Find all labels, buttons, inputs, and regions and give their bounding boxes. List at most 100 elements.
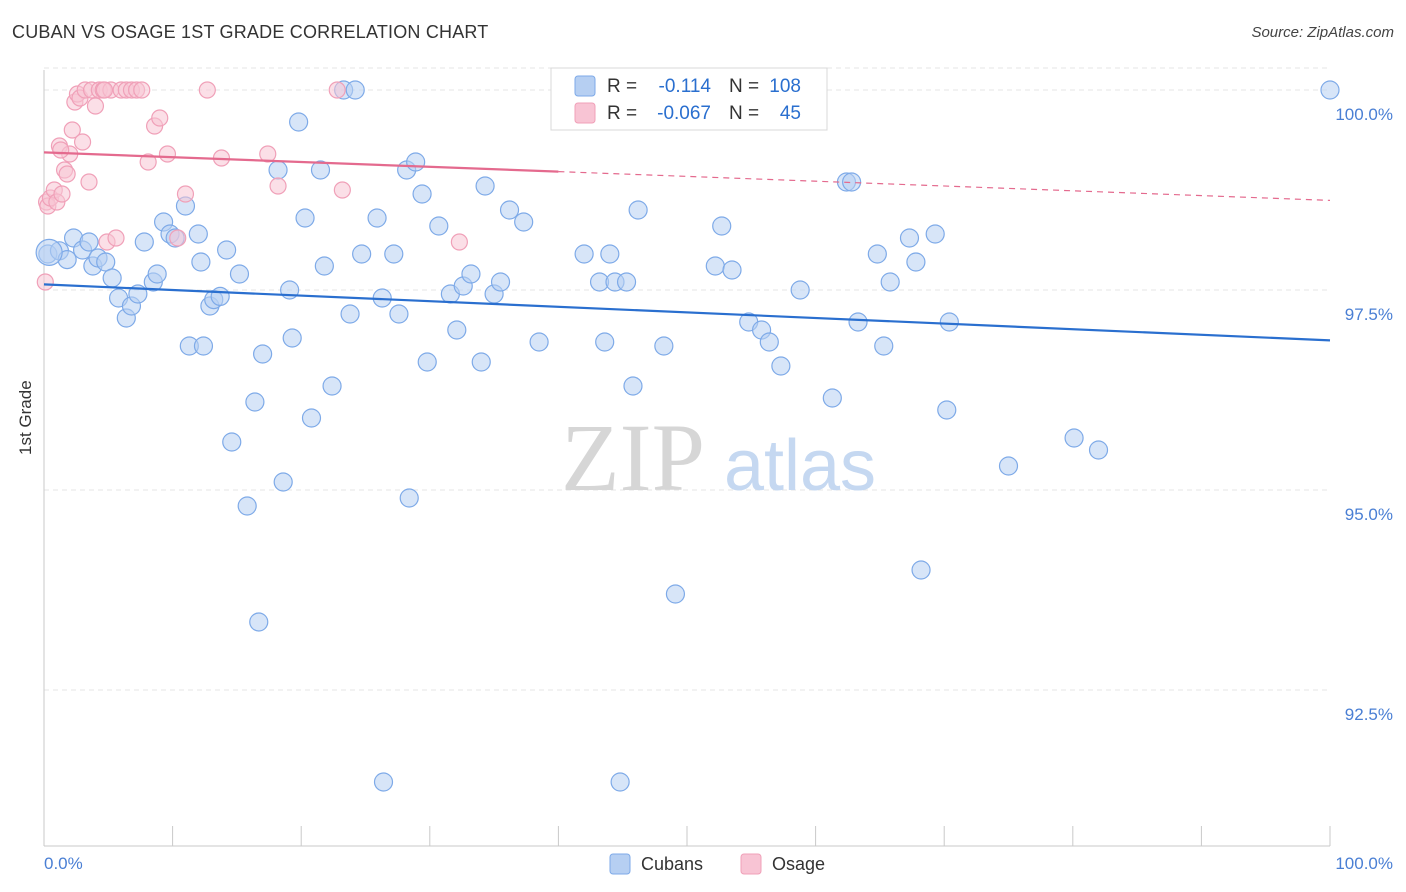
data-point	[399, 488, 419, 508]
data-point	[600, 244, 620, 264]
data-point	[158, 145, 177, 163]
data-point	[35, 238, 63, 266]
data-point	[268, 160, 288, 180]
data-point	[842, 172, 862, 192]
watermark-atlas: atlas	[724, 426, 876, 506]
series-legend: Cubans Osage	[609, 853, 825, 875]
legend-r-value-osage: -0.067	[657, 103, 711, 124]
data-point	[616, 272, 637, 292]
stats-legend: R = -0.114 N = 108 R = -0.067 N = 45	[550, 67, 828, 131]
data-point	[310, 160, 331, 180]
data-point	[133, 81, 151, 99]
legend-n-value-cubans: 108	[769, 76, 801, 97]
trendline-osage	[43, 151, 559, 173]
data-point	[295, 208, 315, 228]
data-point	[822, 388, 842, 408]
data-point	[899, 228, 920, 248]
trendline-cubans	[43, 283, 1331, 342]
data-point	[273, 472, 293, 492]
data-point	[654, 336, 674, 356]
bottom-legend-label-cubans: Cubans	[641, 854, 703, 874]
legend-r-label-osage: R =	[607, 103, 637, 124]
data-point	[147, 264, 167, 284]
data-point	[412, 184, 432, 204]
data-point	[939, 312, 959, 332]
data-point	[389, 304, 409, 324]
data-point	[53, 185, 71, 203]
data-point	[253, 344, 273, 364]
data-point	[86, 97, 105, 115]
data-point	[925, 224, 945, 244]
data-point	[623, 376, 643, 396]
data-point	[417, 352, 437, 372]
bottom-legend-swatch-osage	[740, 853, 762, 875]
data-point	[610, 772, 630, 792]
data-point	[911, 560, 931, 580]
data-point	[373, 772, 394, 792]
data-point	[722, 260, 742, 280]
data-point	[269, 177, 287, 195]
legend-swatch-osage	[574, 102, 596, 124]
data-point	[259, 145, 277, 163]
data-point	[322, 376, 342, 396]
legend-n-label-osage: N =	[729, 103, 759, 124]
data-point	[1064, 428, 1084, 448]
data-point	[176, 185, 195, 203]
data-point	[222, 432, 242, 452]
data-point	[867, 244, 887, 264]
data-point	[1088, 440, 1109, 460]
data-point	[499, 200, 520, 220]
data-point	[58, 165, 76, 183]
data-point	[712, 216, 732, 236]
data-point	[210, 286, 230, 306]
data-point	[328, 81, 346, 99]
legend-swatch-cubans	[574, 75, 596, 97]
y-tick-label: 92.5%	[1345, 705, 1393, 724]
data-point	[429, 216, 449, 236]
data-point	[340, 304, 360, 324]
data-point	[333, 181, 351, 199]
chart-title: CUBAN VS OSAGE 1ST GRADE CORRELATION CHA…	[12, 22, 489, 42]
data-point	[514, 212, 534, 232]
data-point	[289, 112, 309, 132]
data-point	[874, 336, 894, 356]
data-point	[628, 200, 648, 220]
data-point	[998, 456, 1019, 476]
data-point	[249, 612, 269, 632]
series-osage	[36, 81, 468, 291]
data-point	[151, 109, 169, 127]
data-point	[790, 280, 810, 300]
x-ticks	[43, 826, 1331, 846]
data-point	[237, 496, 257, 516]
data-point	[36, 273, 54, 291]
data-point	[193, 336, 214, 356]
gridlines	[44, 67, 1330, 691]
data-point	[245, 392, 265, 412]
y-tick-label: 100.0%	[1335, 105, 1393, 124]
data-point	[188, 224, 208, 244]
data-point	[406, 152, 426, 172]
data-point	[880, 272, 900, 292]
data-point	[450, 233, 468, 251]
watermark: ZIP atlas	[561, 404, 876, 511]
data-point	[301, 408, 322, 428]
data-point	[95, 81, 114, 99]
watermark-zip: ZIP	[561, 404, 705, 511]
y-tick-labels: 92.5% 95.0% 97.5% 100.0%	[1335, 105, 1393, 724]
data-point	[906, 252, 926, 272]
data-point	[665, 584, 686, 604]
data-point	[529, 332, 549, 352]
data-point	[191, 252, 211, 272]
data-point	[471, 352, 491, 372]
data-point	[80, 173, 98, 191]
data-point	[1320, 80, 1340, 100]
data-point	[73, 133, 92, 151]
data-point	[447, 320, 467, 340]
data-point	[461, 264, 481, 284]
y-tick-label: 97.5%	[1345, 305, 1393, 324]
data-point	[314, 256, 334, 276]
data-point	[139, 153, 157, 171]
legend-r-value-cubans: -0.114	[659, 76, 712, 97]
data-point	[352, 244, 372, 264]
trendline-osage-extension	[558, 171, 1331, 201]
